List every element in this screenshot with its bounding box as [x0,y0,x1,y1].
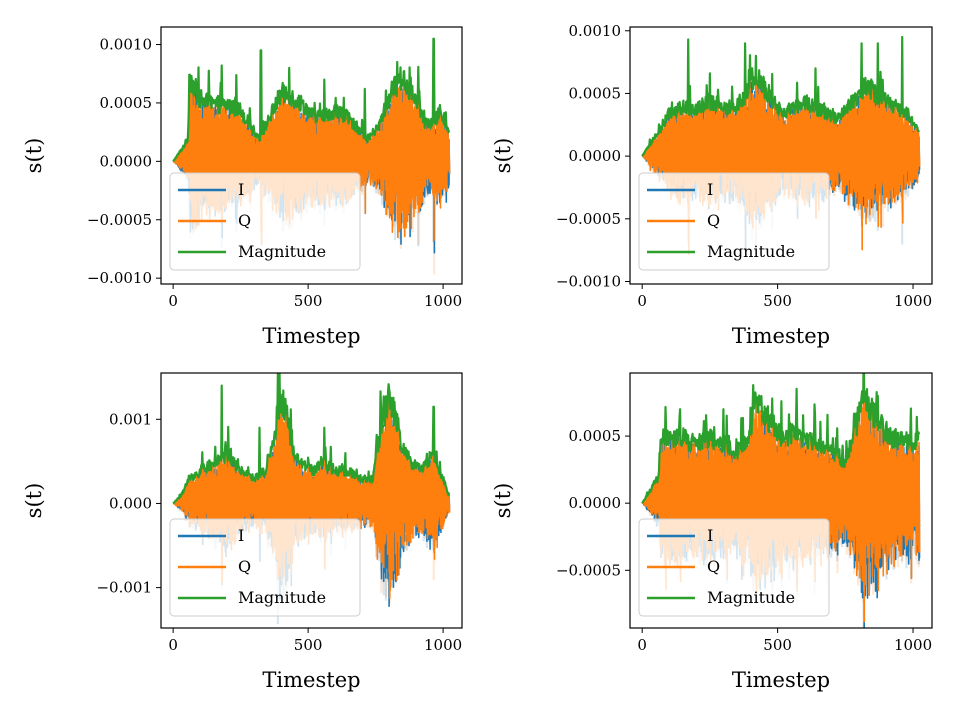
y-tick-label: −0.0010 [556,272,621,290]
legend-label-magnitude: Magnitude [707,588,795,607]
y-tick-label: 0.000 [109,494,152,512]
plot-frame [629,26,933,285]
y-tick-label: 0.0005 [100,94,153,112]
series-magnitude-line [172,37,451,162]
legend-label-q: Q [707,211,720,230]
legend-frame [169,172,361,271]
legend: I Q Magnitude [169,172,361,271]
series-q-line [172,378,451,599]
y-axis-label: s(t) [491,138,515,174]
series-q-line [641,379,921,623]
y-tick-label: 0.0005 [569,427,622,445]
plot-frame [160,372,463,629]
subplot-bottom-left: 0 500 1000 −0.001 0.000 0.001 I Q Magnitude T… [22,372,463,692]
legend-label-q: Q [238,557,251,576]
y-tick-label: 0.0000 [569,494,622,512]
y-tick-label: 0.001 [109,410,152,428]
subplot-bottom-right: 0 500 1000 −0.0005 0.0000 0.0005 I Q Magnitud… [491,372,933,692]
x-tick-label: 500 [763,292,792,310]
legend: I Q Magnitude [169,518,361,617]
y-tick-label: −0.0005 [556,210,621,228]
legend-label-i: I [238,526,244,545]
series-magnitude-line [172,373,451,505]
legend-label-magnitude: Magnitude [238,588,326,607]
x-tick-label: 0 [637,636,647,654]
y-tick-label: 0.0000 [569,147,622,165]
x-axis-label: Timestep [732,324,830,348]
y-tick-label: 0.0000 [100,152,153,170]
legend: I Q Magnitude [638,518,830,617]
series-magnitude-line [641,35,920,157]
y-axis-label: s(t) [22,138,46,174]
y-tick-label: 0.0005 [569,84,622,102]
y-tick-label: 0.0010 [569,22,622,40]
x-tick-label: 1000 [424,292,462,310]
legend-label-i: I [238,180,244,199]
x-axis-label: Timestep [262,324,360,348]
x-tick-label: 500 [763,636,792,654]
legend-label-magnitude: Magnitude [238,242,326,261]
x-tick-label: 1000 [894,636,932,654]
series-q-line [172,46,451,245]
y-tick-label: −0.001 [96,579,152,597]
legend-frame [638,172,830,271]
x-tick-label: 500 [294,636,323,654]
legend-label-q: Q [238,211,251,230]
plot-frame [160,26,463,285]
y-axis-label: s(t) [22,483,46,519]
series-magnitude-line [641,373,921,504]
y-tick-label: −0.0010 [87,269,152,287]
legend-frame [169,518,361,617]
legend-label-i: I [707,526,713,545]
subplot-top-right: 0 500 1000 −0.0010 −0.0005 0.0000 0.0005 0.0010… [491,22,933,348]
legend-label-i: I [707,180,713,199]
plot-frame [629,372,933,629]
legend-frame [638,518,830,617]
x-tick-label: 1000 [424,636,462,654]
series-q-line [641,55,921,256]
y-tick-label: −0.0005 [87,211,152,229]
subplot-top-left: 0 500 1000 −0.0010 −0.0005 0.0000 0.0005 0.0010… [22,26,463,348]
x-tick-label: 0 [168,636,178,654]
x-axis-label: Timestep [732,668,830,692]
x-tick-label: 0 [637,292,647,310]
y-tick-label: −0.0005 [556,561,621,579]
legend-label-magnitude: Magnitude [707,242,795,261]
y-tick-label: 0.0010 [100,36,153,54]
legend-label-q: Q [707,557,720,576]
x-tick-label: 500 [294,292,323,310]
x-axis-label: Timestep [262,668,360,692]
y-axis-label: s(t) [491,483,515,519]
x-tick-label: 0 [168,292,178,310]
x-tick-label: 1000 [894,292,932,310]
legend: I Q Magnitude [638,172,830,271]
